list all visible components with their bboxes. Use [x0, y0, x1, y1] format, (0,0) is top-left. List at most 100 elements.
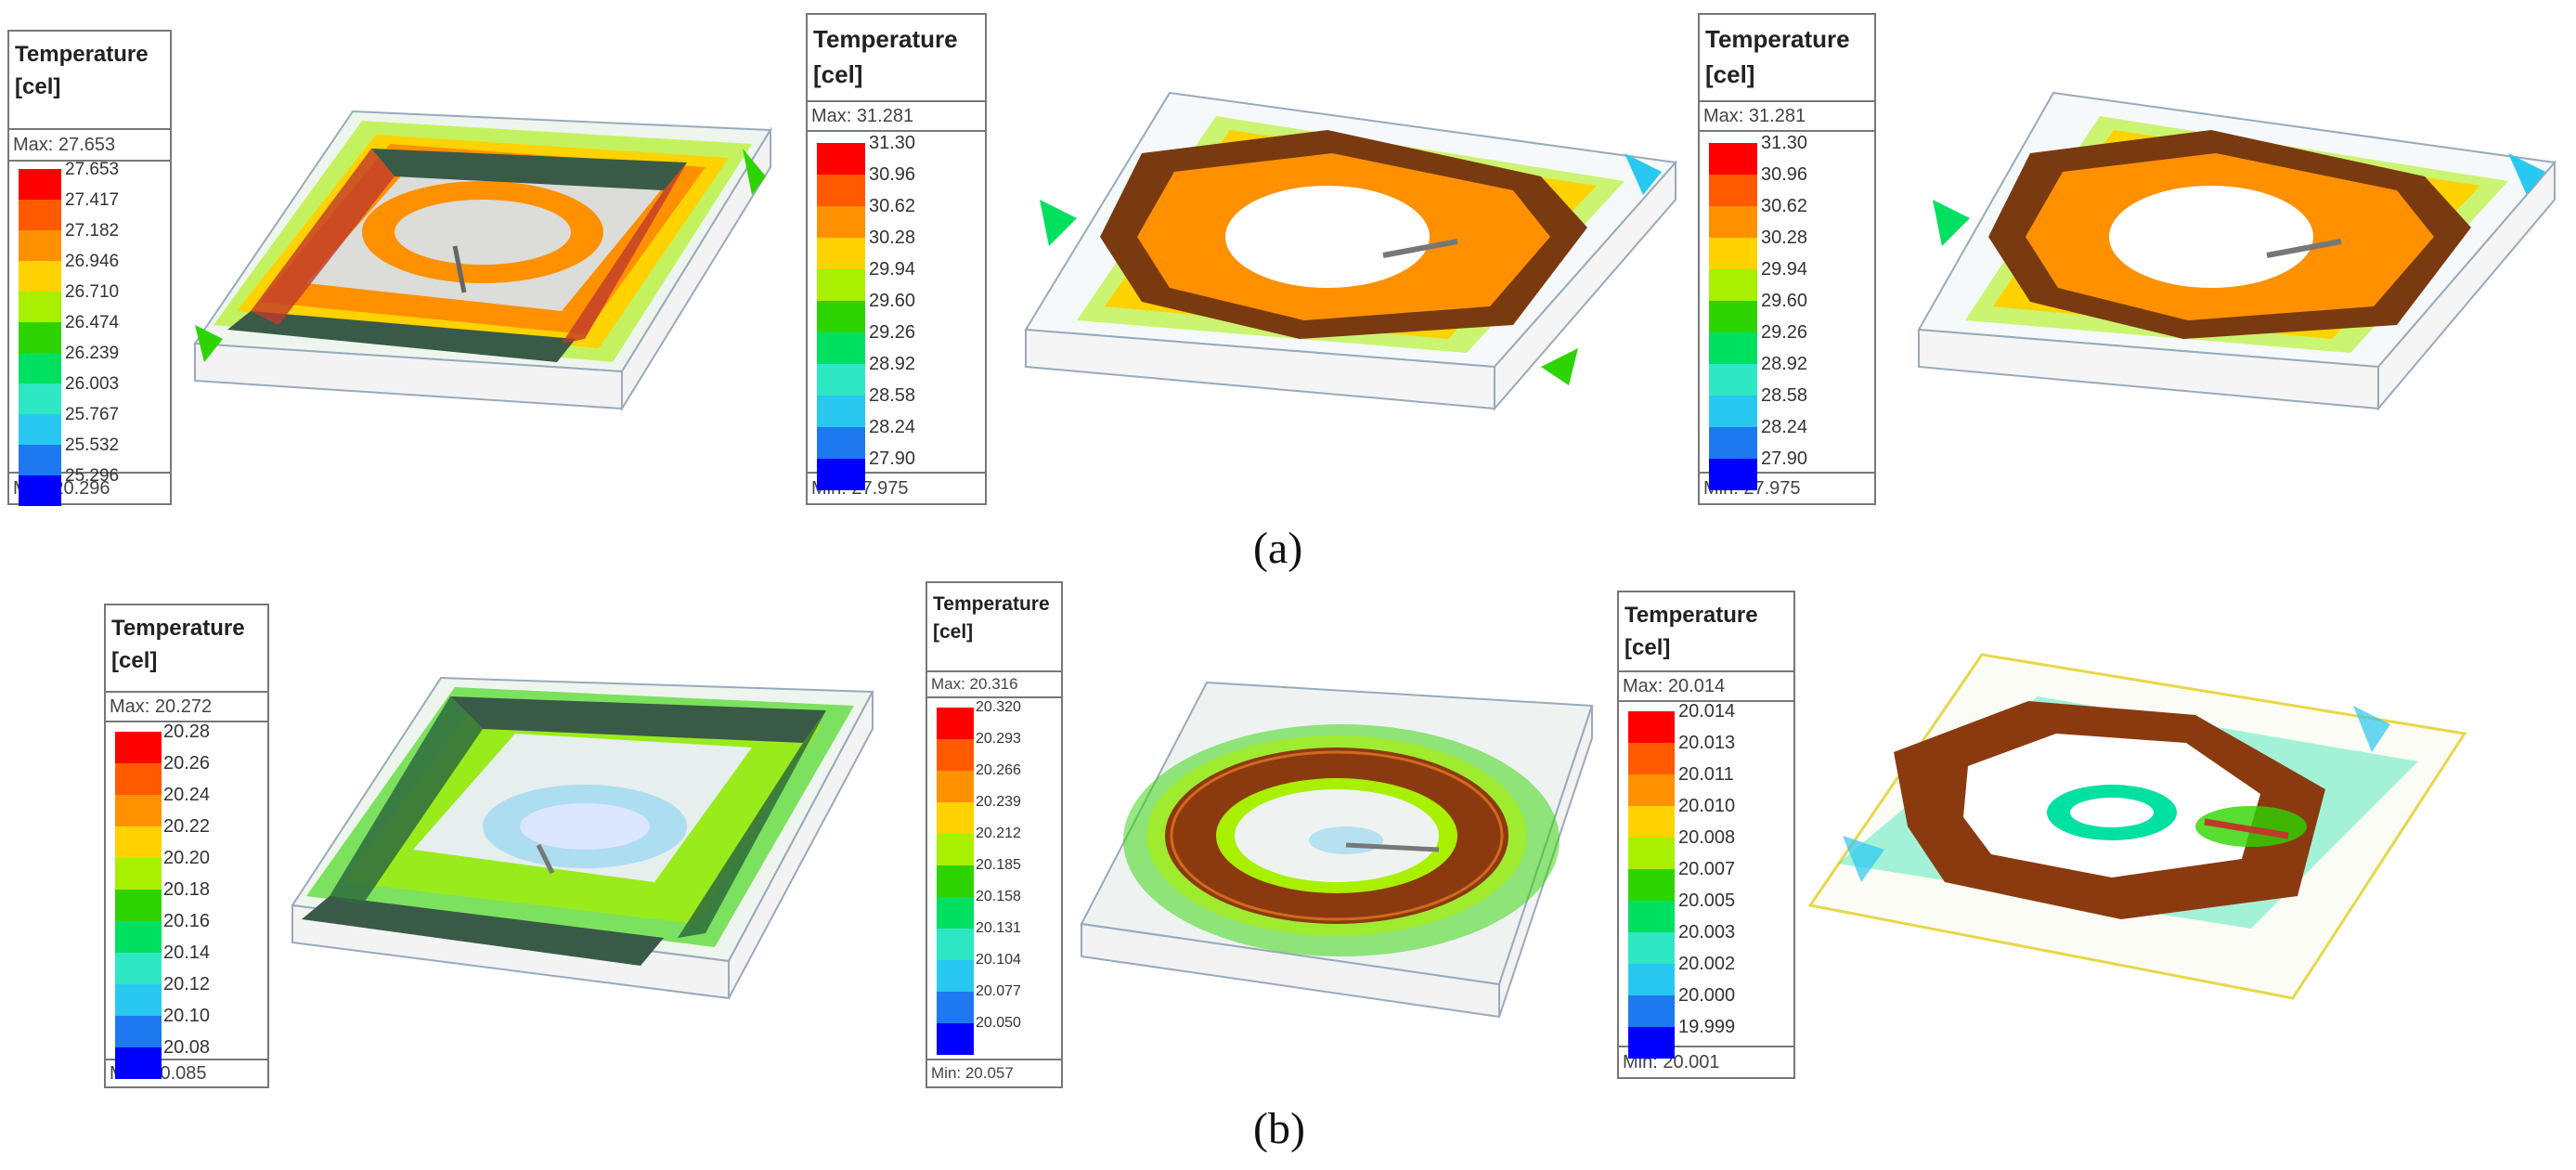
- colorbar-tick-label: 20.010: [1678, 796, 1736, 816]
- colorbar-tick-label: 29.60: [1761, 291, 1808, 311]
- colorbar-tick-label: 26.710: [65, 281, 120, 302]
- legend-title: Temperature [cel]: [15, 42, 149, 99]
- colorbar-swatch: [115, 763, 162, 795]
- colorbar-swatch: [19, 384, 61, 414]
- colorbar-tick-label: 29.94: [1761, 259, 1808, 280]
- colorbar-tick-label: 28.58: [1761, 385, 1808, 406]
- colorbar-swatch: [1709, 175, 1757, 206]
- legend-b2: Temperature [cel] Max: 20.316 Min: 20.05…: [926, 581, 1063, 1088]
- colorbar-swatch: [115, 858, 162, 890]
- colorbar-tick-label: 20.320: [976, 699, 1021, 716]
- colorbar-tick-label: 20.003: [1678, 922, 1736, 942]
- colorbar-swatch: [19, 353, 61, 384]
- colorbar-swatch: [19, 292, 61, 322]
- colorbar-tick-label: 29.26: [869, 322, 916, 343]
- legend-max: Max: 31.281: [1700, 100, 1874, 132]
- colorbar-tick-label: 20.007: [1678, 859, 1736, 879]
- colorbar-swatch: [1709, 459, 1757, 490]
- colorbar-swatch: [937, 771, 974, 802]
- legend-a1: Temperature [cel] Max: 27.653 Min: 20.29…: [7, 30, 172, 506]
- legend-max: Max: 20.014: [1619, 670, 1793, 702]
- colorbar-swatch: [1628, 711, 1675, 743]
- colorbar-swatch: [115, 953, 162, 984]
- colorbar-tick-label: 30.28: [1761, 228, 1808, 248]
- colorbar-tick-label: 25.296: [65, 465, 120, 486]
- colorbar-tick-label: 19.999: [1678, 1017, 1736, 1037]
- legend-b1: Temperature [cel] Max: 20.272 Min: 20.08…: [104, 604, 269, 1088]
- colorbar-swatch: [115, 826, 162, 858]
- colorbar-swatch: [817, 143, 865, 175]
- legend-b3: Temperature [cel] Max: 20.014 Min: 20.00…: [1617, 591, 1795, 1079]
- legend-title: Temperature [cel]: [1625, 603, 1758, 660]
- legend-title: Temperature [cel]: [933, 593, 1050, 644]
- sim-square-coil-a: [193, 110, 772, 412]
- legend-max: Max: 20.272: [106, 691, 267, 722]
- colorbar-swatch: [1709, 364, 1757, 396]
- colorbar-tick-label: 20.002: [1678, 954, 1736, 974]
- colorbar-tick-label: 26.239: [65, 343, 120, 363]
- colorbar-tick-label: 28.24: [869, 417, 916, 437]
- colorbar-swatch: [1709, 396, 1757, 427]
- colorbar-tick-label: 26.474: [65, 312, 120, 332]
- colorbar-swatch: [817, 269, 865, 301]
- colorbar-tick-label: 20.28: [163, 722, 211, 742]
- colorbar-tick-label: 20.20: [163, 848, 211, 868]
- colorbar-tick-label: 20.000: [1678, 985, 1736, 1006]
- colorbar-swatch: [19, 261, 61, 292]
- colorbar-tick-label: 30.62: [869, 196, 916, 216]
- colorbar-tick-label: 20.26: [163, 753, 211, 774]
- colorbar-swatch: [817, 301, 865, 332]
- colorbar-tick-label: 20.008: [1678, 827, 1736, 848]
- colorbar-tick-label: 20.18: [163, 879, 211, 900]
- colorbar-tick-label: 27.90: [869, 448, 916, 469]
- caption-a: (a): [1253, 524, 1303, 573]
- colorbar-swatch: [1628, 838, 1675, 869]
- colorbar-swatch: [937, 834, 974, 865]
- legend-title: Temperature [cel]: [111, 616, 245, 673]
- colorbar-swatch: [1709, 269, 1757, 301]
- colorbar-swatch: [1628, 774, 1675, 806]
- colorbar-tick-label: 27.90: [1761, 448, 1808, 469]
- colorbar-tick-label: 29.94: [869, 259, 916, 280]
- colorbar-swatch: [1628, 901, 1675, 932]
- colorbar-tick-label: 27.182: [65, 220, 120, 240]
- colorbar-tick-label: 20.293: [976, 731, 1021, 748]
- colorbar-swatch: [115, 1047, 162, 1079]
- colorbar-swatch: [1709, 238, 1757, 269]
- legend-a2: Temperature [cel] Max: 31.281 Min: 27.97…: [806, 13, 987, 505]
- colorbar-swatch: [937, 960, 974, 992]
- colorbar-tick-label: 20.005: [1678, 890, 1736, 911]
- colorbar-swatch: [115, 1016, 162, 1047]
- colorbar-tick-label: 20.14: [163, 942, 211, 963]
- colorbar-swatch: [817, 332, 865, 364]
- colorbar-tick-label: 30.28: [869, 228, 916, 248]
- colorbar-tick-label: 26.003: [65, 373, 120, 394]
- colorbar-swatch: [817, 175, 865, 206]
- colorbar-tick-label: 20.266: [976, 762, 1021, 779]
- colorbar-tick-label: 27.417: [65, 189, 120, 210]
- colorbar-tick-label: 30.96: [869, 164, 916, 185]
- colorbar-tick-label: 29.26: [1761, 322, 1808, 343]
- colorbar-tick-label: 29.60: [869, 291, 916, 311]
- colorbar-tick-label: 20.212: [976, 826, 1021, 842]
- colorbar-tick-label: 25.532: [65, 435, 120, 455]
- legend-title: Temperature [cel]: [1705, 25, 1850, 88]
- colorbar-swatch: [1628, 995, 1675, 1027]
- colorbar-swatch: [115, 732, 162, 763]
- colorbar-swatch: [1709, 301, 1757, 332]
- colorbar-tick-label: 28.92: [869, 354, 916, 374]
- legend-a3: Temperature [cel] Max: 31.281 Min: 27.97…: [1698, 13, 1876, 505]
- colorbar-swatch: [19, 322, 61, 353]
- colorbar-tick-label: 31.30: [1761, 133, 1808, 153]
- colorbar-swatch: [1709, 427, 1757, 459]
- colorbar-swatch: [19, 475, 61, 506]
- colorbar-tick-label: 28.24: [1761, 417, 1808, 437]
- colorbar-swatch: [1628, 869, 1675, 901]
- colorbar-swatch: [817, 396, 865, 427]
- colorbar-tick-label: 27.653: [65, 159, 120, 179]
- sim-octagonal-coil-a2: [1024, 91, 1677, 411]
- colorbar-tick-label: 28.58: [869, 385, 916, 406]
- colorbar-tick-label: 30.62: [1761, 196, 1808, 216]
- colorbar-tick-label: 26.946: [65, 251, 120, 271]
- colorbar-tick-label: 20.014: [1678, 701, 1736, 722]
